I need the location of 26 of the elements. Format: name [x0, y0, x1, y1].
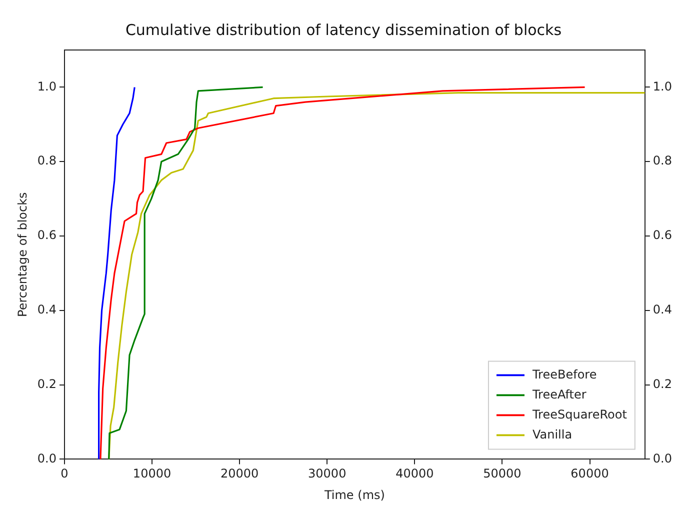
y2-tick-label: 0.2 — [652, 376, 672, 391]
y-axis-title: Percentage of blocks — [15, 192, 30, 317]
y2-tick-label: 0.0 — [652, 451, 672, 466]
y2-tick-label: 0.6 — [652, 228, 672, 242]
y-tick-label: 0.6 — [37, 228, 56, 242]
y-tick-label: 0.8 — [37, 154, 56, 168]
x-tick-label: 20000 — [220, 466, 259, 481]
x-tick-label: 30000 — [308, 466, 346, 481]
legend-label: TreeAfter — [531, 387, 586, 402]
y-tick-label: 1.0 — [37, 79, 56, 94]
y2-tick-label: 1.0 — [652, 79, 672, 94]
y-tick-label: 0.4 — [37, 302, 56, 317]
legend-label: TreeSquareRoot — [531, 407, 628, 422]
x-tick-label: 0 — [60, 466, 68, 481]
y2-tick-label: 0.4 — [652, 302, 672, 317]
x-tick-label: 40000 — [396, 466, 434, 481]
x-tick-label: 60000 — [570, 466, 609, 481]
y2-tick-label: 0.8 — [652, 154, 672, 168]
legend-label: TreeBefore — [531, 367, 597, 382]
legend-label: Vanilla — [532, 427, 572, 442]
chart-title: Cumulative distribution of latency dissemination of blocks — [125, 20, 562, 39]
y-tick-label: 0.0 — [37, 451, 56, 466]
x-tick-label: 10000 — [132, 466, 172, 481]
x-tick-label: 50000 — [483, 466, 522, 481]
y-tick-label: 0.2 — [37, 376, 56, 391]
x-axis-title: Time (ms) — [323, 488, 385, 502]
